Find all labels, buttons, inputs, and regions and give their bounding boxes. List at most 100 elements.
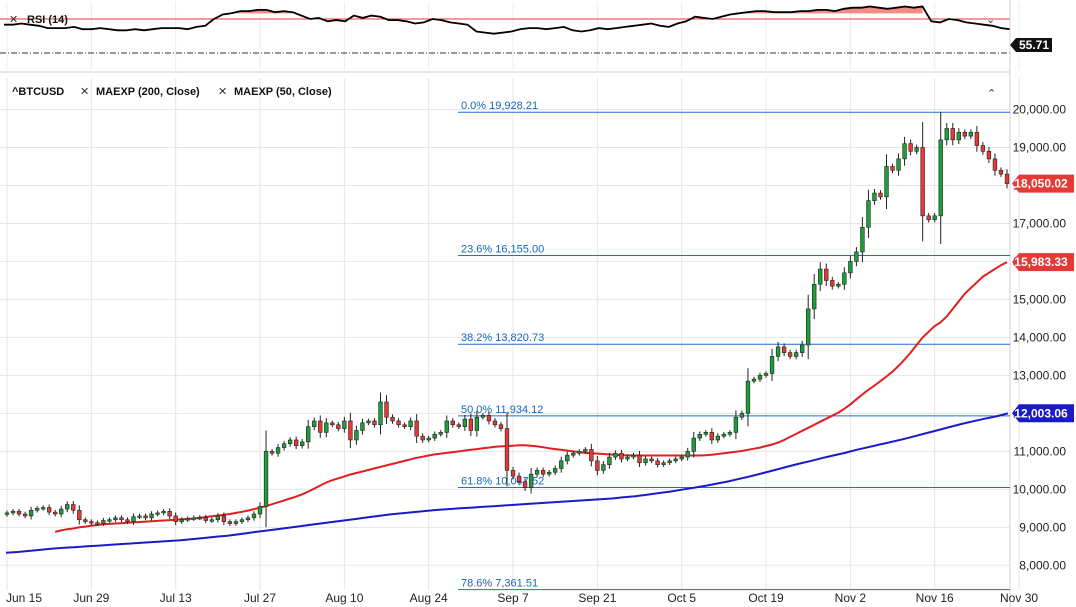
- candle: [28, 506, 34, 520]
- candle: [697, 431, 702, 441]
- candle: [348, 412, 353, 449]
- candle: [378, 392, 383, 435]
- candle: [932, 213, 937, 223]
- candle: [426, 435, 431, 443]
- price-tags: 18,050.02 15,983.33 12,003.06: [1012, 174, 1074, 423]
- candle: [372, 418, 377, 428]
- candle: [830, 276, 835, 290]
- y-tick-label: 17,000.00: [1013, 216, 1067, 230]
- candle: [22, 511, 28, 519]
- y-tick-label: 15,000.00: [1013, 292, 1067, 306]
- y-tick-label: 14,000.00: [1013, 330, 1067, 344]
- candle: [842, 267, 847, 290]
- candle: [806, 294, 811, 360]
- candle: [245, 515, 251, 523]
- candle: [456, 422, 461, 429]
- close-icon[interactable]: ✕: [9, 13, 18, 26]
- chevron-up-icon[interactable]: ⌃: [987, 87, 996, 100]
- candle: [432, 431, 437, 441]
- candle: [450, 418, 455, 428]
- candle: [474, 410, 480, 437]
- legend: ^BTCUSD ✕ MAEXP (200, Close) ✕ MAEXP (50…: [12, 85, 332, 98]
- candle: [215, 513, 221, 523]
- y-tick-label: 20,000.00: [1013, 102, 1067, 116]
- candle: [528, 467, 534, 494]
- candle: [143, 513, 148, 521]
- candle: [257, 502, 263, 519]
- close-icon[interactable]: ✕: [80, 85, 89, 98]
- fib-label: 38.2% 13,820.73: [461, 332, 544, 344]
- price-grid: [0, 0, 1020, 607]
- candle: [667, 458, 672, 466]
- candle: [577, 449, 582, 456]
- candle: [221, 512, 227, 526]
- candle: [848, 255, 853, 279]
- candle: [263, 430, 269, 528]
- rsi-value-label: 55.71: [1019, 38, 1049, 52]
- candle: [992, 153, 998, 176]
- candle: [571, 450, 576, 458]
- x-tick-label: Nov 30: [1000, 591, 1038, 605]
- candle: [751, 376, 757, 384]
- candle: [402, 422, 407, 429]
- candle: [534, 467, 540, 477]
- candle: [161, 509, 166, 516]
- candle: [185, 516, 190, 523]
- candle: [643, 456, 648, 466]
- candle: [366, 418, 371, 426]
- ma50-line: [54, 261, 1008, 533]
- candle: [396, 418, 401, 428]
- legend-ma50: MAEXP (50, Close): [234, 86, 332, 98]
- candle: [4, 510, 10, 517]
- candle: [516, 472, 522, 486]
- candle: [661, 460, 666, 467]
- candle: [998, 167, 1004, 177]
- candle: [691, 431, 696, 458]
- candle: [83, 517, 88, 524]
- candle: [113, 515, 118, 523]
- candle: [812, 274, 817, 320]
- y-tick-label: 19,000.00: [1013, 140, 1067, 154]
- candle: [878, 190, 883, 200]
- candle: [149, 511, 154, 521]
- y-tick-label: 10,000.00: [1013, 482, 1067, 496]
- x-axis-ticks: Jun 15 Jun 29 Jul 13 Jul 27 Aug 10 Aug 24 Sep …: [6, 591, 1038, 605]
- x-tick-label: Jul 27: [244, 591, 276, 605]
- ma200-tag: 12,003.06: [1012, 404, 1074, 423]
- candle: [655, 458, 660, 468]
- candle: [131, 513, 136, 525]
- candle: [836, 281, 841, 289]
- candle: [53, 509, 58, 517]
- candle: [444, 415, 449, 438]
- candle: [956, 128, 961, 145]
- candle: [269, 449, 275, 456]
- fibonacci-levels: 0.0% 19,928.21 23.6% 16,155.00 38.2% 13,82…: [458, 100, 1010, 591]
- candle: [306, 419, 311, 449]
- rsi-panel[interactable]: ✕ RSI (14) ⌄ 55.71: [0, 2, 1052, 70]
- candle: [896, 153, 901, 176]
- candle: [275, 444, 281, 457]
- candle: [721, 431, 727, 439]
- ma200-tag-text: 12,003.06: [1014, 406, 1068, 420]
- candle: [962, 129, 967, 139]
- chevron-down-icon[interactable]: ⌄: [986, 13, 995, 26]
- candle: [107, 517, 112, 523]
- candle: [703, 430, 708, 437]
- candle: [757, 372, 763, 383]
- x-tick-label: Nov 2: [835, 591, 867, 605]
- candle: [793, 349, 799, 360]
- candle: [155, 510, 160, 517]
- candle: [95, 520, 100, 526]
- candle: [583, 447, 588, 454]
- candle: [462, 414, 467, 431]
- candle: [565, 451, 570, 465]
- candle: [251, 511, 257, 521]
- candle: [65, 501, 70, 513]
- candle: [866, 189, 871, 239]
- candle: [227, 519, 233, 526]
- candle: [59, 505, 64, 518]
- candle: [619, 449, 624, 463]
- close-icon[interactable]: ✕: [218, 85, 227, 98]
